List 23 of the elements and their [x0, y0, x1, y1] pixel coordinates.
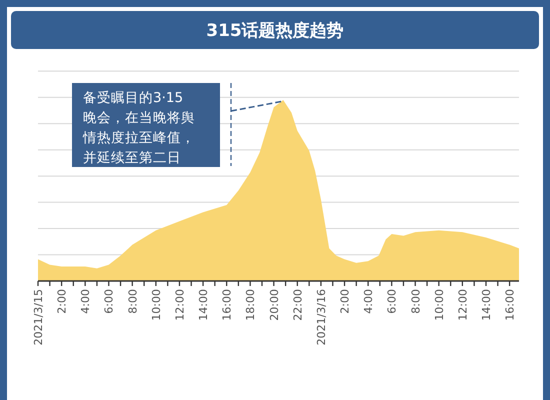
- x-tick-label: 20:00: [268, 289, 281, 321]
- x-tick-label: 18:00: [244, 289, 258, 321]
- x-tick-label: 14:00: [197, 289, 210, 321]
- x-tick-label: 2021/3/15: [32, 289, 45, 346]
- x-tick-label: 16:00: [220, 289, 234, 321]
- x-tick-label: 2021/3/16: [314, 289, 328, 346]
- x-tick-label: 4:00: [362, 289, 376, 314]
- x-tick-label: 8:00: [126, 289, 140, 314]
- x-tick-label: 6:00: [386, 289, 399, 314]
- x-tick-label: 10:00: [432, 289, 446, 321]
- x-tick-label: 10:00: [150, 289, 163, 321]
- annotation: 备受瞩目的3·15晚会，在当晚将舆情热度拉至峰值，并延续至第二日: [82, 90, 195, 166]
- x-tick-label: 6:00: [102, 289, 116, 314]
- x-tick-label: 12:00: [173, 289, 186, 321]
- x-tick-label: 14:00: [480, 289, 493, 321]
- x-tick-label: 4:00: [79, 289, 92, 314]
- x-tick-label: 2:00: [338, 289, 352, 314]
- x-tick-label: 8:00: [409, 289, 422, 314]
- x-tick-label: 12:00: [456, 289, 470, 321]
- x-tick-label: 2:00: [56, 289, 69, 314]
- chart-title: 315话题热度趋势: [206, 21, 344, 41]
- x-tick-label: 16:00: [504, 289, 517, 321]
- x-tick-label: 22:00: [291, 289, 304, 321]
